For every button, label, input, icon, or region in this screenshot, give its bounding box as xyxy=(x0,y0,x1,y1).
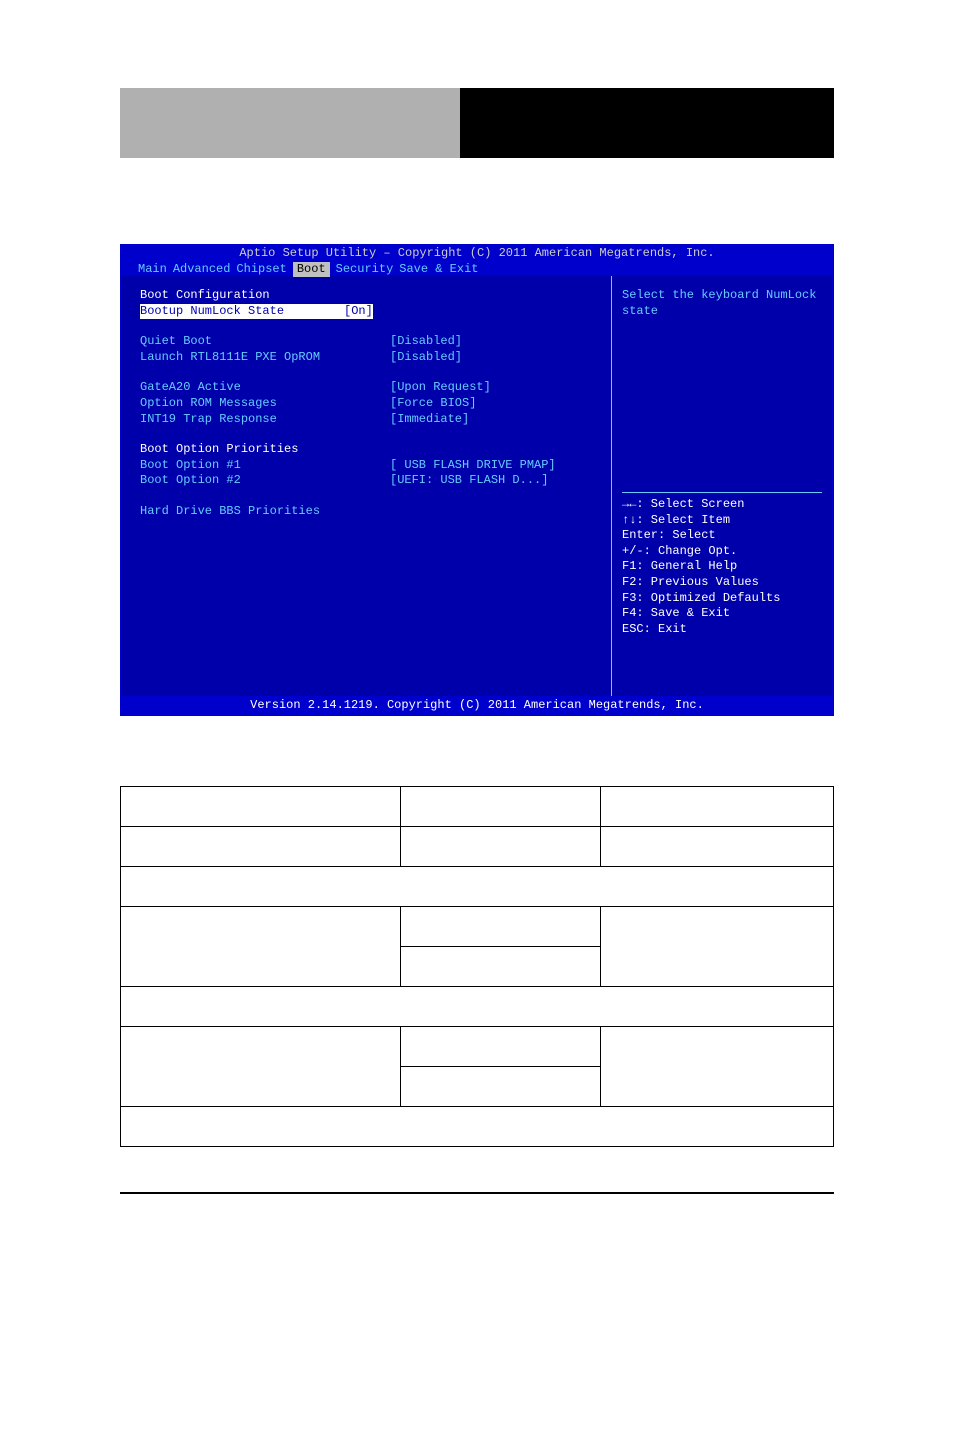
table-cell xyxy=(401,1067,601,1107)
tab-advanced[interactable]: Advanced xyxy=(173,262,231,278)
table-cell xyxy=(401,907,601,947)
table-cell xyxy=(121,787,401,827)
table-cell xyxy=(121,1027,401,1107)
section-header: Boot Option Priorities xyxy=(140,442,390,458)
bottom-divider xyxy=(120,1192,834,1194)
table-cell xyxy=(121,827,401,867)
setting-value: [Immediate] xyxy=(390,412,469,428)
setting-row[interactable]: Hard Drive BBS Priorities xyxy=(140,504,593,520)
setting-label: Bootup NumLock State xyxy=(140,304,344,320)
table-cell xyxy=(601,1027,834,1107)
setting-value: [ USB FLASH DRIVE PMAP] xyxy=(390,458,556,474)
setting-label: Boot Option #2 xyxy=(140,473,390,489)
bios-screenshot: Aptio Setup Utility – Copyright (C) 2011… xyxy=(120,244,834,716)
table-cell xyxy=(601,827,834,867)
tab-save-exit[interactable]: Save & Exit xyxy=(399,262,478,278)
setting-label: Boot Option #1 xyxy=(140,458,390,474)
setting-value: [On] xyxy=(344,304,373,320)
nav-line: F1: General Help xyxy=(622,559,822,575)
nav-line: ESC: Exit xyxy=(622,622,822,638)
nav-line: F2: Previous Values xyxy=(622,575,822,591)
table-row xyxy=(121,787,834,827)
setting-row[interactable]: Quiet Boot [Disabled] xyxy=(140,334,593,350)
setting-row[interactable]: INT19 Trap Response [Immediate] xyxy=(140,412,593,428)
top-banner xyxy=(120,88,834,158)
banner-left xyxy=(120,88,460,158)
setting-label: GateA20 Active xyxy=(140,380,390,396)
setting-label: Launch RTL8111E PXE OpROM xyxy=(140,350,390,366)
setting-value: [Force BIOS] xyxy=(390,396,476,412)
table-cell xyxy=(121,867,834,907)
nav-line: ↑↓: Select Item xyxy=(622,513,822,529)
nav-help: →←: Select Screen ↑↓: Select Item Enter:… xyxy=(622,497,822,637)
table-row xyxy=(121,987,834,1027)
setting-label: Option ROM Messages xyxy=(140,396,390,412)
table-cell xyxy=(401,787,601,827)
setting-row[interactable]: GateA20 Active [Upon Request] xyxy=(140,380,593,396)
setting-row[interactable]: Boot Option #1 [ USB FLASH DRIVE PMAP] xyxy=(140,458,593,474)
tab-main[interactable]: Main xyxy=(138,262,167,278)
spacer xyxy=(140,427,593,442)
nav-line: F4: Save & Exit xyxy=(622,606,822,622)
setting-value: [Disabled] xyxy=(390,334,462,350)
bios-body: Boot Configuration Bootup NumLock State … xyxy=(120,276,834,696)
help-text: Select the keyboard NumLock state xyxy=(622,288,822,488)
nav-line: F3: Optimized Defaults xyxy=(622,591,822,607)
setting-label: Quiet Boot xyxy=(140,334,390,350)
bios-side-panel: Select the keyboard NumLock state →←: Se… xyxy=(612,276,832,696)
table-cell xyxy=(601,787,834,827)
bios-title: Aptio Setup Utility – Copyright (C) 2011… xyxy=(120,244,834,262)
bios-header: Aptio Setup Utility – Copyright (C) 2011… xyxy=(120,244,834,276)
divider xyxy=(622,492,822,493)
setting-row[interactable]: Launch RTL8111E PXE OpROM [Disabled] xyxy=(140,350,593,366)
setting-row[interactable]: Bootup NumLock State [On] xyxy=(140,304,593,320)
table-row xyxy=(121,827,834,867)
setting-row[interactable]: Boot Option #2 [UEFI: USB FLASH D...] xyxy=(140,473,593,489)
tab-security[interactable]: Security xyxy=(336,262,394,278)
spacer xyxy=(140,319,593,334)
setting-row[interactable]: Option ROM Messages [Force BIOS] xyxy=(140,396,593,412)
table-row xyxy=(121,867,834,907)
banner-right xyxy=(460,88,834,158)
table-row xyxy=(121,1027,834,1067)
tab-chipset[interactable]: Chipset xyxy=(236,262,286,278)
table-row xyxy=(121,1107,834,1147)
setting-label: Hard Drive BBS Priorities xyxy=(140,504,390,520)
table-row xyxy=(121,907,834,947)
table-cell xyxy=(601,907,834,987)
table-cell xyxy=(401,947,601,987)
setting-label: INT19 Trap Response xyxy=(140,412,390,428)
tab-boot[interactable]: Boot xyxy=(293,262,330,278)
params-table xyxy=(120,786,834,1147)
setting-value: [UEFI: USB FLASH D...] xyxy=(390,473,548,489)
table-cell xyxy=(121,1107,834,1147)
table-cell xyxy=(121,907,401,987)
setting-value: [Disabled] xyxy=(390,350,462,366)
spacer xyxy=(140,489,593,504)
nav-line: +/-: Change Opt. xyxy=(622,544,822,560)
bios-footer: Version 2.14.1219. Copyright (C) 2011 Am… xyxy=(120,696,834,716)
setting-value: [Upon Request] xyxy=(390,380,491,396)
spacer xyxy=(140,365,593,380)
nav-line: →←: Select Screen xyxy=(622,497,822,513)
bios-main-panel: Boot Configuration Bootup NumLock State … xyxy=(122,276,612,696)
bios-tab-bar: Main Advanced Chipset Boot Security Save… xyxy=(120,262,834,278)
table-cell xyxy=(121,987,834,1027)
table-cell xyxy=(401,827,601,867)
nav-line: Enter: Select xyxy=(622,528,822,544)
table-cell xyxy=(401,1027,601,1067)
section-header: Boot Configuration xyxy=(140,288,390,304)
